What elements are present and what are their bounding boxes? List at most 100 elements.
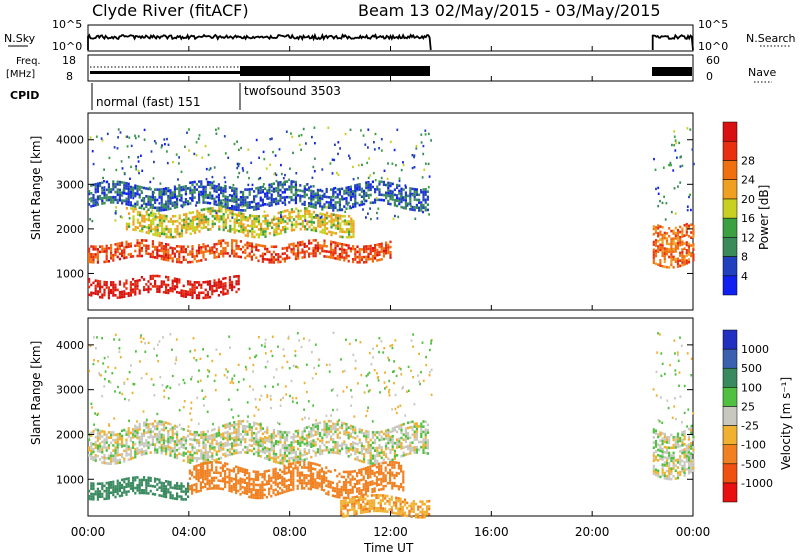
power-speck <box>126 136 128 138</box>
power-speck <box>420 189 422 191</box>
velocity-cbar-label: Velocity [m s⁻¹] <box>779 377 793 470</box>
velocity-cbar-box <box>723 464 737 483</box>
power-speck <box>272 151 274 153</box>
power-speck <box>176 153 178 155</box>
power-speck <box>367 146 369 148</box>
velocity-speck <box>410 370 412 372</box>
power-speck <box>201 185 203 187</box>
velocity-speck <box>293 365 295 367</box>
power-cbar-tick: 24 <box>741 174 755 187</box>
power-speck <box>231 217 233 219</box>
nsky-right-tick-top: 10^5 <box>698 18 728 31</box>
velocity-speck <box>232 382 234 384</box>
power-speck <box>350 129 352 131</box>
power-speck <box>288 213 290 215</box>
velocity-speck <box>128 399 130 401</box>
velocity-speck <box>196 397 198 399</box>
velocity-speck <box>677 351 679 353</box>
velocity-speck <box>229 346 231 348</box>
velocity-speck <box>261 344 263 346</box>
velocity-speck <box>343 390 345 392</box>
power-speck <box>671 144 673 146</box>
power-speck <box>106 181 108 183</box>
power-speck <box>415 147 417 149</box>
power-speck <box>122 167 124 169</box>
velocity-speck <box>355 360 357 362</box>
velocity-speck <box>297 366 299 368</box>
power-speck <box>212 176 214 178</box>
power-speck <box>118 128 120 130</box>
power-speck <box>338 174 340 176</box>
velocity-band <box>88 476 189 501</box>
power-speck <box>164 143 166 145</box>
power-speck <box>393 218 395 220</box>
velocity-speck <box>353 415 355 417</box>
power-speck <box>370 218 372 220</box>
power-speck <box>368 197 370 199</box>
velocity-speck <box>329 364 331 366</box>
velocity-speck <box>104 357 106 359</box>
velocity-speck <box>686 425 688 427</box>
power-speck <box>266 167 268 169</box>
velocity-ytick-label: 2000 <box>56 428 84 441</box>
velocity-speck <box>357 382 359 384</box>
velocity-speck <box>265 339 267 341</box>
power-speck <box>416 145 418 147</box>
velocity-speck <box>389 345 391 347</box>
velocity-cbar-tick: 500 <box>741 362 762 375</box>
power-speck <box>390 194 392 196</box>
xtick-label: 20:00 <box>575 525 610 539</box>
power-speck <box>414 218 416 220</box>
power-speck <box>357 177 359 179</box>
velocity-speck <box>277 346 279 348</box>
velocity-speck <box>425 364 427 366</box>
velocity-speck <box>232 416 234 418</box>
velocity-speck <box>260 423 262 425</box>
power-speck <box>224 176 226 178</box>
power-speck <box>399 177 401 179</box>
power-ytick-label: 1000 <box>56 267 84 280</box>
power-speck <box>678 142 680 144</box>
power-cbar-tick: 8 <box>741 251 748 264</box>
power-speck <box>218 127 220 129</box>
power-speck <box>386 184 388 186</box>
power-speck <box>663 196 665 198</box>
velocity-speck <box>238 415 240 417</box>
velocity-speck <box>674 369 676 371</box>
power-speck <box>670 162 672 164</box>
power-speck <box>271 190 273 192</box>
velocity-cbar-box <box>723 387 737 406</box>
velocity-speck <box>136 420 138 422</box>
velocity-speck <box>265 352 267 354</box>
velocity-speck <box>673 405 675 407</box>
power-speck <box>128 137 130 139</box>
power-speck <box>673 144 675 146</box>
velocity-speck <box>678 360 680 362</box>
velocity-speck <box>418 380 420 382</box>
power-speck <box>676 157 678 159</box>
velocity-speck <box>329 370 331 372</box>
velocity-speck <box>176 338 178 340</box>
power-speck <box>114 146 116 148</box>
power-speck <box>358 164 360 166</box>
power-speck <box>268 198 270 200</box>
power-speck <box>260 198 262 200</box>
velocity-speck <box>425 356 427 358</box>
power-speck <box>375 133 377 135</box>
velocity-speck <box>656 394 658 396</box>
velocity-ytick-label: 1000 <box>56 473 84 486</box>
velocity-speck <box>171 349 173 351</box>
power-speck <box>181 171 183 173</box>
velocity-speck <box>216 349 218 351</box>
velocity-speck <box>200 358 202 360</box>
velocity-speck <box>98 372 100 374</box>
velocity-speck <box>207 375 209 377</box>
power-speck <box>195 204 197 206</box>
power-speck <box>368 157 370 159</box>
power-speck <box>202 195 204 197</box>
velocity-speck <box>144 351 146 353</box>
power-speck <box>259 189 261 191</box>
velocity-cbar-tick: 25 <box>741 400 755 413</box>
velocity-speck <box>104 378 106 380</box>
